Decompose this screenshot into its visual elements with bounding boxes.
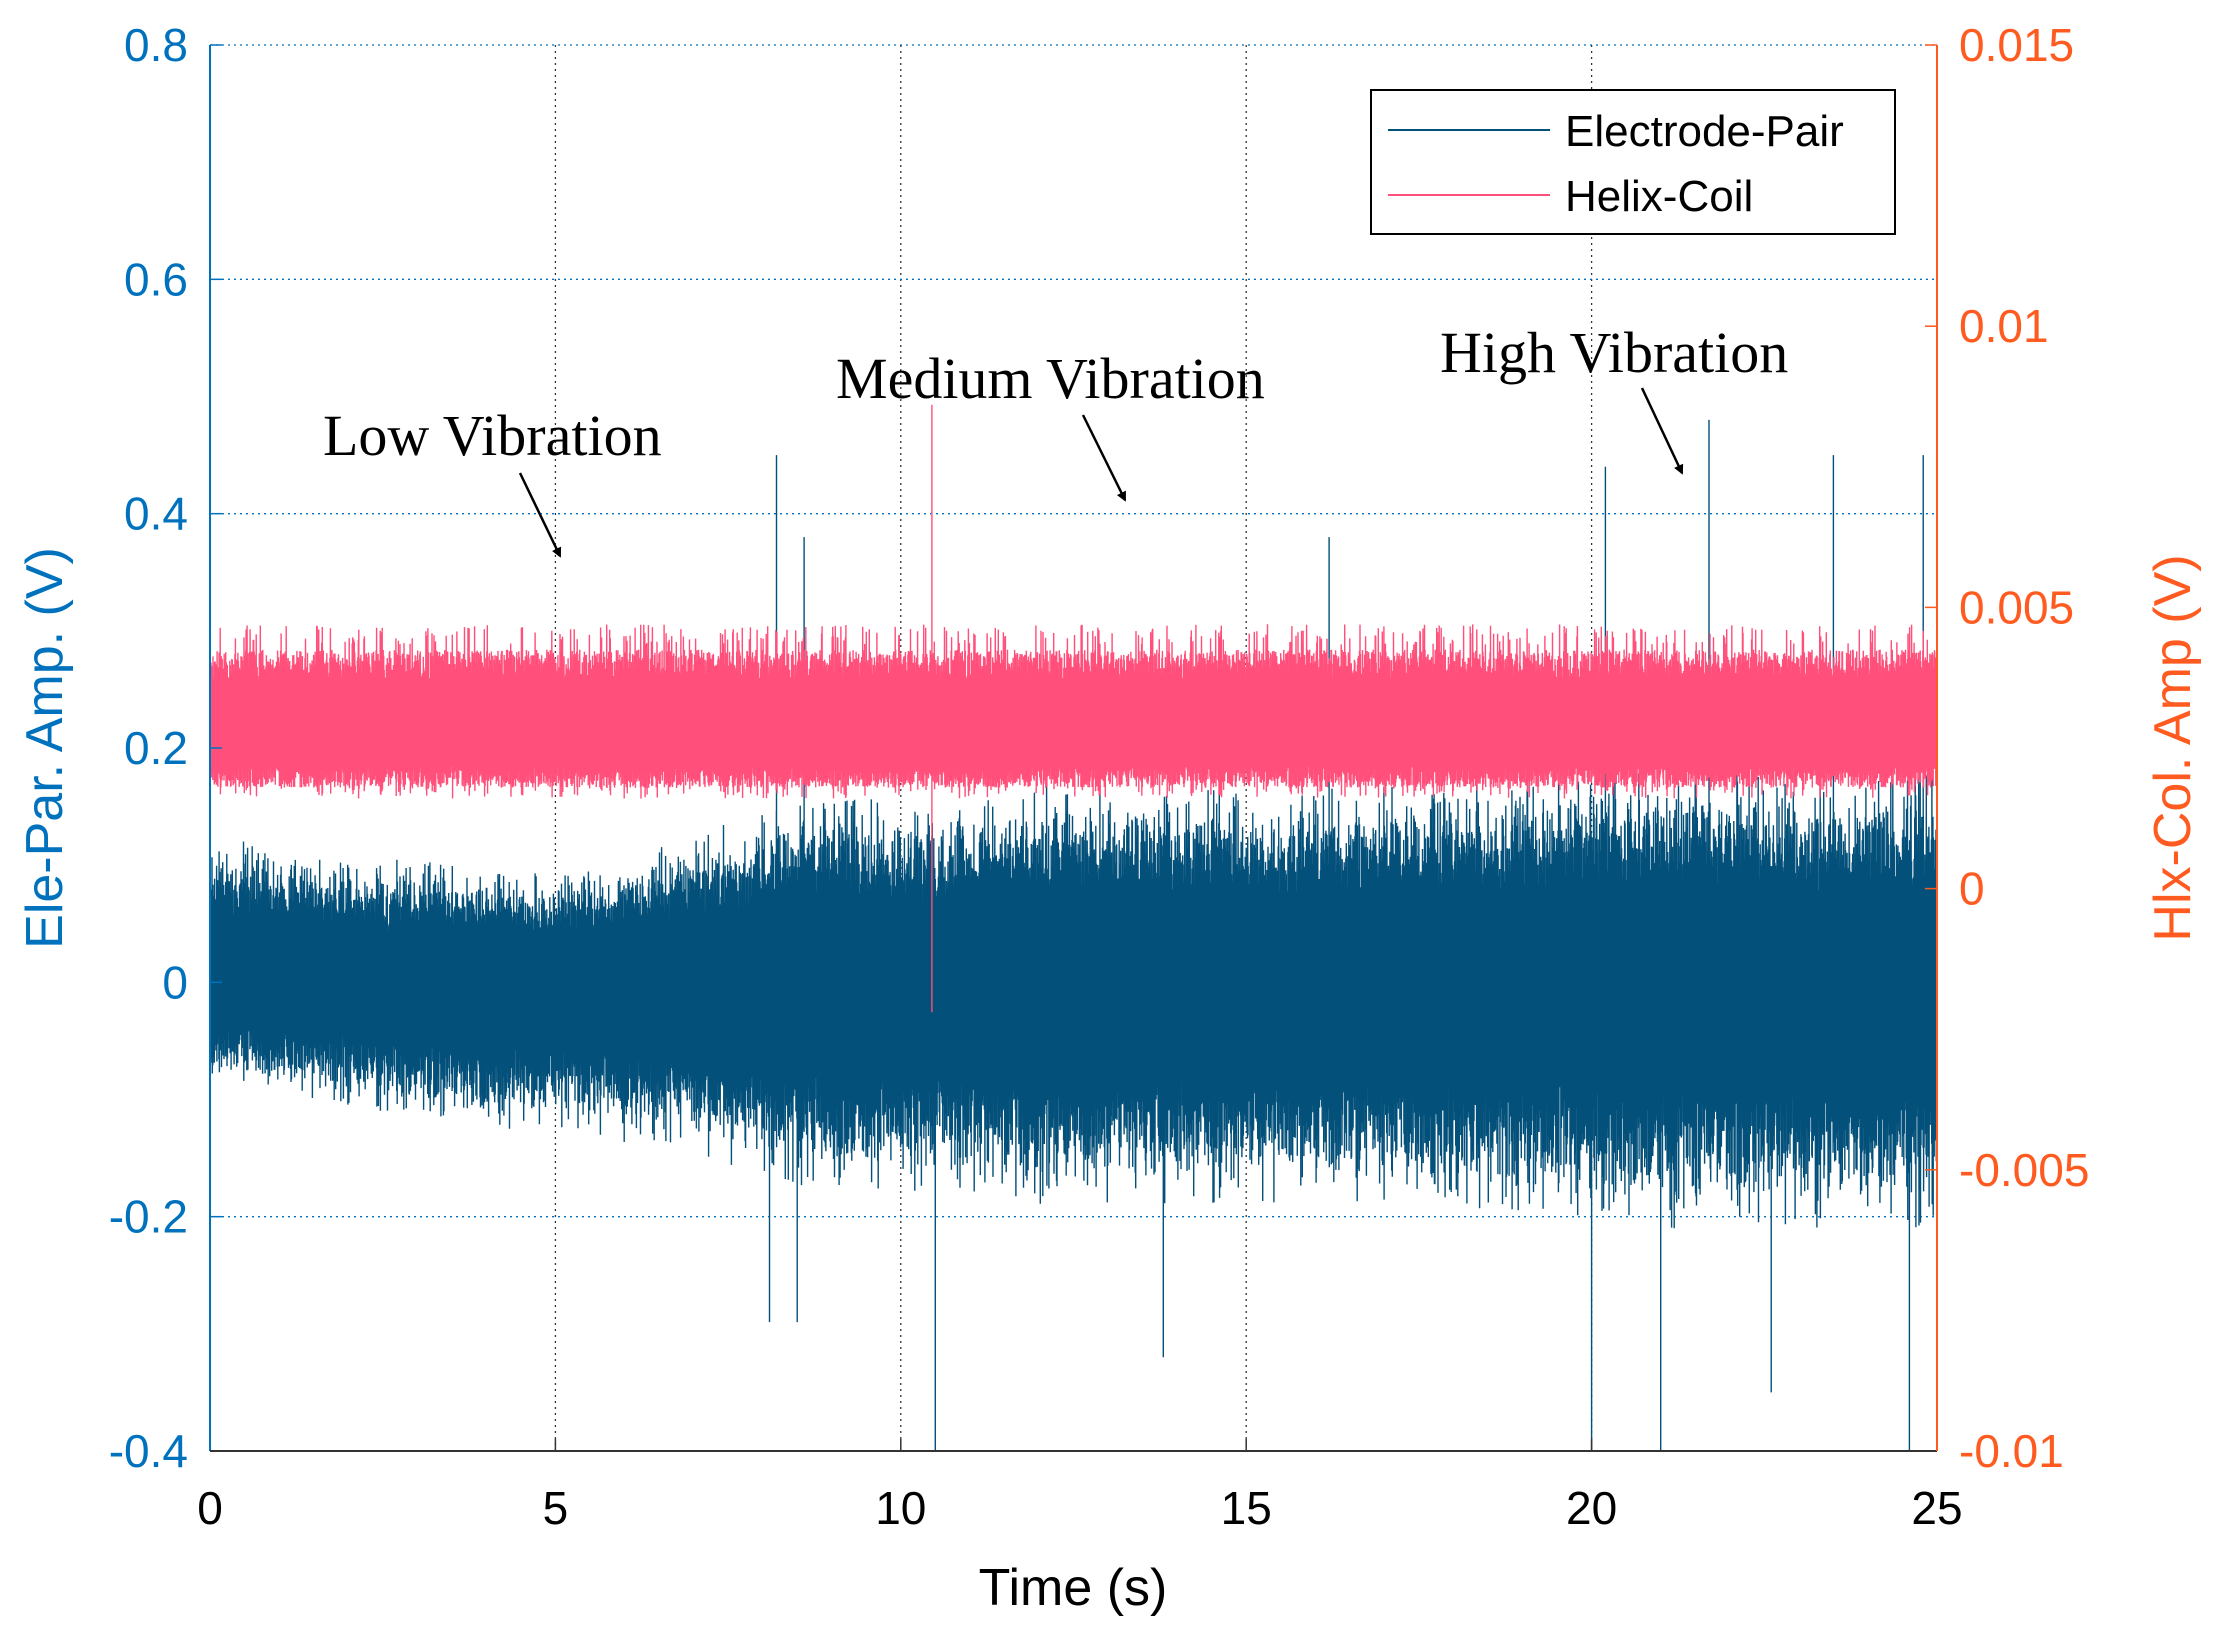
x-tick-label: 0 xyxy=(197,1482,223,1534)
x-tick-label: 25 xyxy=(1911,1482,1962,1534)
series-line-helix-coil xyxy=(210,404,1937,1013)
tick-labels: 0 5 10 15 20 25 0.8 0.6 0.4 0.2 0 -0.2 -0.4 0.015 0.01… xyxy=(109,19,2090,1534)
annotation-medium-arrow xyxy=(1081,414,1127,502)
annotation-low-arrow xyxy=(518,472,562,558)
x-axis-label: Time (s) xyxy=(979,1559,1168,1617)
x-tick-label: 5 xyxy=(543,1482,569,1534)
y-left-tick-label: -0.2 xyxy=(109,1191,188,1243)
annotation-high: High Vibration xyxy=(1440,320,1788,475)
y-axis-left-label: Ele-Par. Amp. (V) xyxy=(16,547,74,949)
axes xyxy=(209,44,1938,1452)
y-left-tick-label: 0.4 xyxy=(124,488,188,540)
series-layer xyxy=(210,404,1937,1451)
y-left-tick-label: 0.2 xyxy=(124,722,188,774)
y-left-tick-label: 0 xyxy=(162,956,188,1008)
y-axis-right-label: Hlx-Col. Amp (V) xyxy=(2144,554,2202,941)
annotation-medium-text: Medium Vibration xyxy=(836,346,1265,411)
x-tick-label: 20 xyxy=(1566,1482,1617,1534)
legend-label-electrode-pair: Electrode-Pair xyxy=(1565,107,1844,156)
annotation-low: Low Vibration xyxy=(323,403,662,558)
annotation-low-text: Low Vibration xyxy=(323,403,662,468)
annotation-medium: Medium Vibration xyxy=(836,346,1265,502)
y-left-tick-label: -0.4 xyxy=(109,1425,188,1477)
legend-label-helix-coil: Helix-Coil xyxy=(1565,172,1753,221)
x-tick-label: 10 xyxy=(875,1482,926,1534)
y-left-tick-label: 0.8 xyxy=(124,19,188,71)
y-left-tick-label: 0.6 xyxy=(124,253,188,305)
y-right-tick-label: -0.005 xyxy=(1959,1144,2089,1196)
y-right-tick-label: -0.01 xyxy=(1959,1425,2064,1477)
annotation-high-arrow xyxy=(1640,387,1684,475)
y-right-tick-label: 0 xyxy=(1959,863,1985,915)
y-right-tick-label: 0.005 xyxy=(1959,581,2074,633)
legend: Electrode-Pair Helix-Coil xyxy=(1370,89,1896,235)
legend-box xyxy=(1370,89,1896,235)
annotation-high-text: High Vibration xyxy=(1440,320,1788,385)
series-line-electrode-pair xyxy=(210,419,1937,1451)
x-tick-label: 15 xyxy=(1221,1482,1272,1534)
y-right-tick-label: 0.015 xyxy=(1959,19,2074,71)
y-right-tick-label: 0.01 xyxy=(1959,300,2049,352)
